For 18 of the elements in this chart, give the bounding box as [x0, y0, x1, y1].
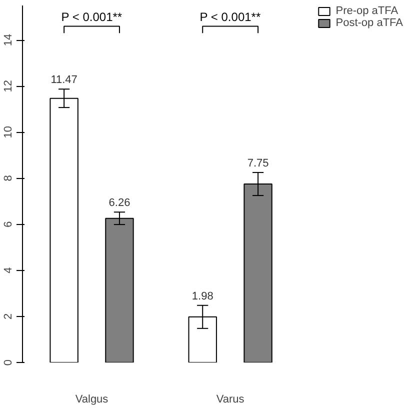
legend-label: Pre-op aTFA: [336, 5, 398, 17]
annotation: P < 0.001**: [61, 10, 122, 24]
y-tick-label: 14: [2, 34, 14, 46]
x-tick-label: Varus: [216, 394, 245, 406]
y-tick-label: 8: [2, 175, 14, 182]
y-tick-label: 12: [2, 80, 14, 92]
data-label: 6.26: [108, 197, 130, 210]
y-tick-label: 0: [2, 359, 14, 366]
y-tick-label: 10: [2, 126, 14, 138]
y-tick-label: 4: [2, 267, 14, 274]
data-label: 11.47: [50, 74, 78, 86]
y-tick-label: 2: [2, 313, 14, 320]
data-label: 7.75: [247, 157, 269, 170]
annotation: P < 0.001**: [200, 10, 261, 24]
data-label: 1.98: [192, 290, 214, 302]
legend-label: Post-op aTFA: [336, 17, 403, 29]
y-tick-label: 6: [2, 221, 14, 228]
x-tick-label: Valgus: [75, 394, 109, 406]
